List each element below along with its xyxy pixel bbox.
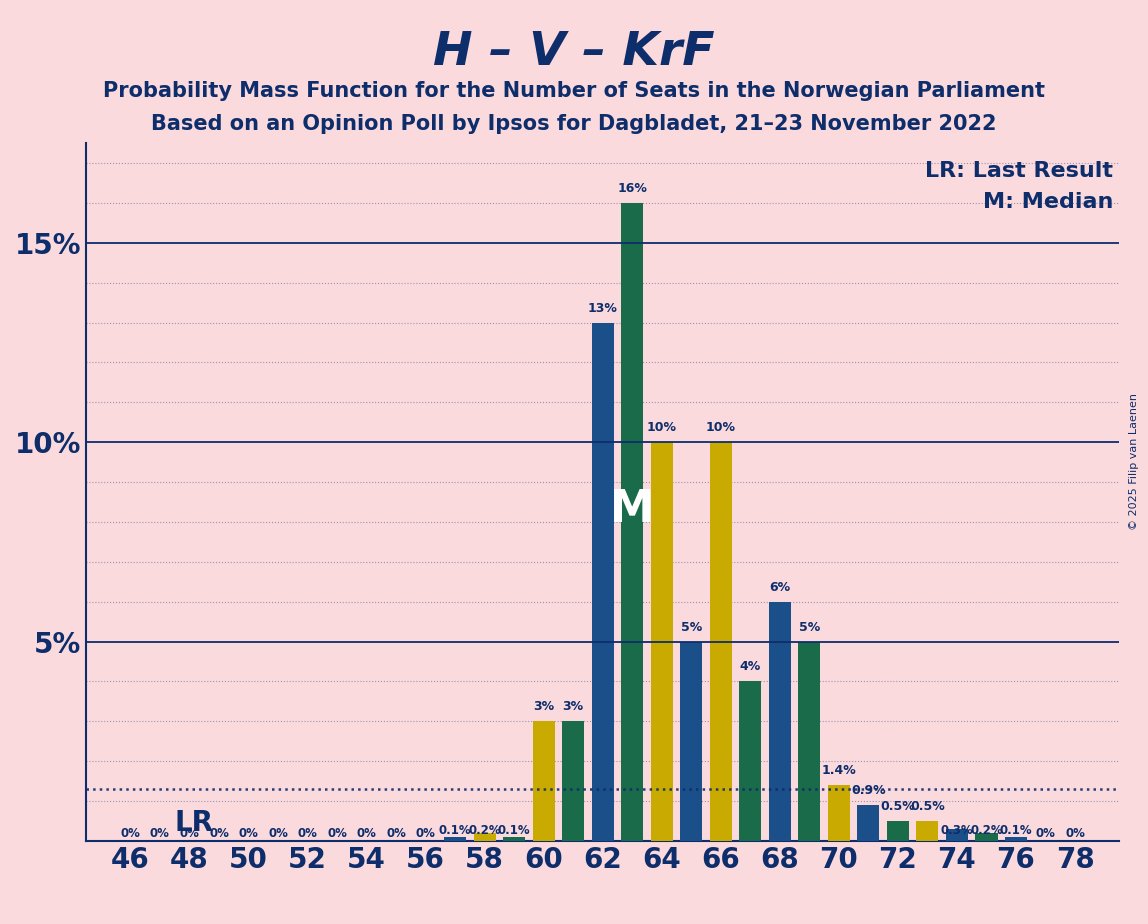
Text: 0.5%: 0.5% — [910, 800, 945, 813]
Text: 0%: 0% — [386, 827, 406, 840]
Text: 0.1%: 0.1% — [498, 824, 530, 837]
Text: 3%: 3% — [533, 700, 554, 713]
Text: 0.2%: 0.2% — [970, 824, 1002, 837]
Text: Probability Mass Function for the Number of Seats in the Norwegian Parliament: Probability Mass Function for the Number… — [103, 81, 1045, 102]
Bar — [473, 833, 496, 841]
Text: 0%: 0% — [327, 827, 347, 840]
Text: 5%: 5% — [681, 621, 701, 634]
Bar — [798, 641, 821, 841]
Bar — [591, 322, 614, 841]
Text: H – V – KrF: H – V – KrF — [433, 30, 715, 75]
Text: 6%: 6% — [769, 580, 790, 594]
Bar — [621, 203, 643, 841]
Text: 3%: 3% — [563, 700, 583, 713]
Text: 5%: 5% — [799, 621, 820, 634]
Bar — [1004, 837, 1027, 841]
Text: 0%: 0% — [357, 827, 377, 840]
Text: 0%: 0% — [150, 827, 170, 840]
Bar — [503, 837, 525, 841]
Text: 16%: 16% — [618, 182, 647, 195]
Text: 13%: 13% — [588, 301, 618, 315]
Bar — [858, 805, 879, 841]
Bar — [533, 722, 554, 841]
Text: 10%: 10% — [646, 421, 676, 434]
Text: 0%: 0% — [1065, 827, 1085, 840]
Text: 0%: 0% — [239, 827, 258, 840]
Text: © 2025 Filip van Laenen: © 2025 Filip van Laenen — [1130, 394, 1139, 530]
Text: 0%: 0% — [297, 827, 318, 840]
Text: 10%: 10% — [706, 421, 736, 434]
Text: 0%: 0% — [179, 827, 200, 840]
Text: 1.4%: 1.4% — [822, 764, 856, 777]
Text: 0%: 0% — [1035, 827, 1055, 840]
Text: LR: Last Result: LR: Last Result — [925, 161, 1114, 181]
Text: 0.5%: 0.5% — [881, 800, 915, 813]
Text: 0%: 0% — [121, 827, 140, 840]
Text: M: Median: M: Median — [983, 192, 1114, 212]
Text: Based on an Opinion Poll by Ipsos for Dagbladet, 21–23 November 2022: Based on an Opinion Poll by Ipsos for Da… — [152, 114, 996, 134]
Text: 0%: 0% — [209, 827, 228, 840]
Text: 0.1%: 0.1% — [1000, 824, 1032, 837]
Text: 0.3%: 0.3% — [940, 824, 974, 837]
Bar — [828, 785, 850, 841]
Bar — [651, 443, 673, 841]
Text: 0%: 0% — [416, 827, 435, 840]
Bar — [739, 681, 761, 841]
Text: 0.1%: 0.1% — [439, 824, 472, 837]
Bar — [680, 641, 703, 841]
Text: 0.9%: 0.9% — [851, 784, 886, 797]
Bar — [976, 833, 998, 841]
Text: LR: LR — [174, 808, 214, 837]
Bar — [709, 443, 732, 841]
Bar — [444, 837, 466, 841]
Text: M: M — [610, 488, 654, 530]
Bar — [769, 602, 791, 841]
Bar — [886, 821, 909, 841]
Text: 4%: 4% — [739, 661, 761, 674]
Bar — [916, 821, 938, 841]
Bar — [563, 722, 584, 841]
Bar — [946, 829, 968, 841]
Text: 0.2%: 0.2% — [468, 824, 501, 837]
Text: 0%: 0% — [267, 827, 288, 840]
